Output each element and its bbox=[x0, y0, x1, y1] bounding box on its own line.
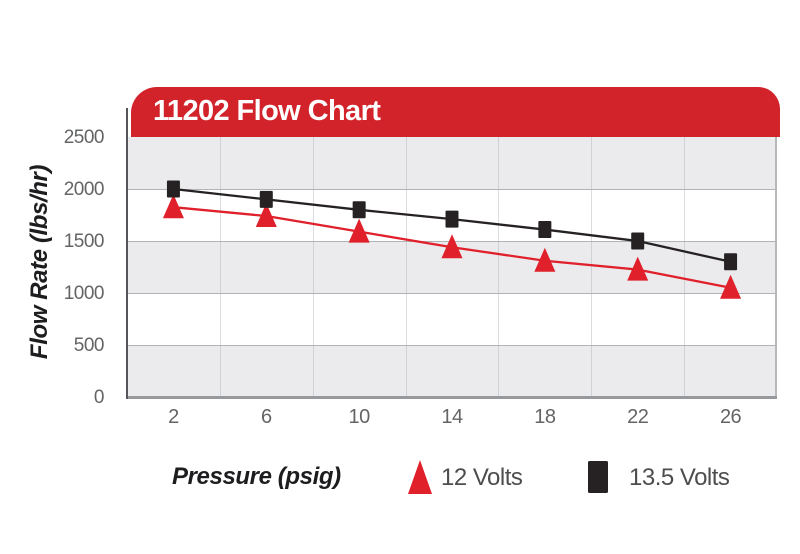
y-tick-label: 1000 bbox=[63, 283, 105, 304]
plot-band bbox=[127, 345, 777, 397]
plot-band bbox=[127, 293, 777, 345]
horizontal-gridline bbox=[127, 241, 777, 242]
y-tick-label: 2500 bbox=[63, 127, 105, 148]
vertical-gridline bbox=[591, 137, 593, 397]
x-tick-label: 26 bbox=[719, 406, 742, 428]
plot-right-border bbox=[775, 137, 777, 397]
x-axis-title: Pressure (psig) bbox=[172, 463, 341, 490]
legend-label-13-5-volts: 13.5 Volts bbox=[629, 464, 730, 491]
y-tick-label: 1500 bbox=[63, 231, 105, 252]
horizontal-gridline bbox=[127, 293, 777, 294]
chart-title-banner: 11202 Flow Chart bbox=[131, 87, 780, 137]
x-tick-label: 10 bbox=[348, 406, 371, 428]
y-tick-label: 0 bbox=[93, 387, 105, 408]
x-tick-label: 2 bbox=[168, 406, 179, 428]
x-tick-label: 6 bbox=[260, 406, 272, 428]
plot-area bbox=[127, 137, 777, 399]
plot-band bbox=[127, 137, 777, 189]
x-tick-label: 18 bbox=[534, 406, 556, 428]
triangle-glyph bbox=[408, 460, 432, 494]
x-tick-label: 22 bbox=[627, 406, 649, 428]
square-glyph bbox=[588, 461, 608, 493]
legend-marker-square-icon bbox=[588, 461, 608, 493]
y-axis-line bbox=[126, 108, 128, 399]
legend-marker-triangle-icon bbox=[408, 460, 432, 494]
vertical-gridline bbox=[498, 137, 500, 397]
legend-label-12-volts: 12 Volts bbox=[441, 464, 523, 491]
x-axis-line bbox=[127, 396, 777, 399]
horizontal-gridline bbox=[127, 345, 777, 346]
vertical-gridline bbox=[312, 137, 314, 397]
x-tick-label: 14 bbox=[441, 406, 463, 428]
plot-band bbox=[127, 189, 777, 241]
plot-band bbox=[127, 241, 777, 293]
y-tick-label: 500 bbox=[73, 335, 105, 356]
y-tick-label: 2000 bbox=[63, 179, 105, 200]
horizontal-gridline bbox=[127, 189, 777, 190]
vertical-gridline bbox=[219, 137, 221, 397]
vertical-gridline bbox=[684, 137, 686, 397]
chart-title: 11202 Flow Chart bbox=[153, 94, 381, 127]
vertical-gridline bbox=[405, 137, 407, 397]
